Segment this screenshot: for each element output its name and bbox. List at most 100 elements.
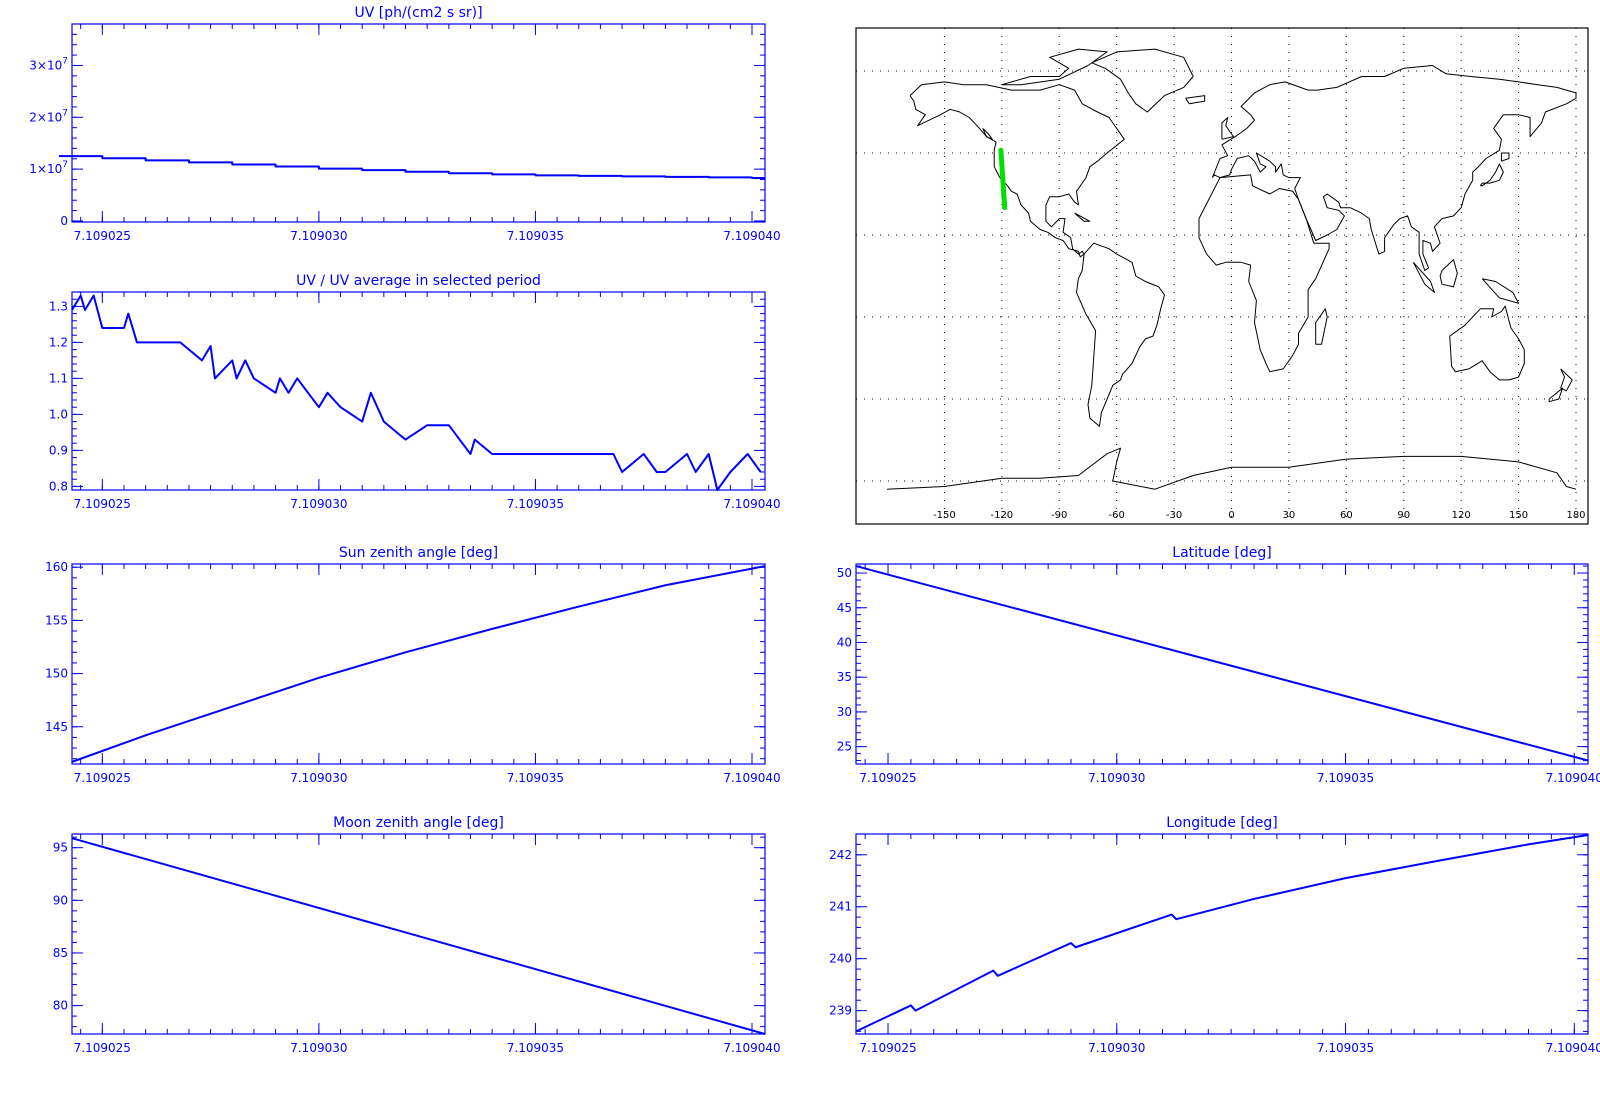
chart-title: UV / UV average in selected period: [296, 273, 541, 289]
series-line: [71, 294, 762, 491]
y-tick-label: 80: [53, 999, 68, 1013]
map-lon-label: 120: [1452, 510, 1471, 521]
coastline: [909, 81, 1125, 258]
y-tick-label: 145: [45, 720, 68, 734]
coastline: [1001, 48, 1108, 86]
coastline: [1548, 387, 1564, 403]
x-tick-label: 7.109035: [507, 1041, 564, 1055]
map-lon-label: -60: [1108, 510, 1124, 521]
map-lon-label: -30: [1166, 510, 1182, 521]
plot-frame: [71, 833, 766, 1035]
x-tick-label: 7.109040: [723, 771, 780, 785]
map-lon-label: 0: [1228, 510, 1234, 521]
y-tick-label: 1×107: [29, 160, 68, 176]
x-tick-label: 7.109035: [507, 229, 564, 243]
chart-panel: Moon zenith angle [deg] 7.109025 7.109030 7…: [53, 815, 781, 1055]
series-line: [71, 565, 766, 763]
coastline: [1449, 305, 1525, 381]
y-tick-label: 35: [837, 670, 852, 684]
map-lon-label: -150: [933, 510, 956, 521]
coastline: [1481, 278, 1520, 304]
y-tick-label: 40: [837, 635, 852, 649]
map-frame: [855, 27, 1589, 525]
y-tick-label: 239: [829, 1004, 852, 1018]
plot-frame: [71, 291, 766, 491]
coastline: [1500, 152, 1510, 162]
y-tick-label: 1.0: [49, 407, 68, 421]
series-line: [71, 837, 766, 1035]
x-tick-label: 7.109030: [290, 771, 347, 785]
coastline: [982, 128, 993, 140]
x-tick-label: 7.109035: [507, 497, 564, 511]
y-tick-label: 30: [837, 705, 852, 719]
y-tick-label: 0.9: [49, 443, 68, 457]
series-line: [855, 834, 1589, 1033]
y-tick-label: 85: [53, 946, 68, 960]
map-lon-label: -90: [1051, 510, 1067, 521]
y-tick-label: 0.8: [49, 479, 68, 493]
y-tick-label: 50: [837, 566, 852, 580]
y-tick-label: 241: [829, 900, 852, 914]
x-tick-label: 7.109030: [1088, 771, 1145, 785]
coastline: [1074, 212, 1091, 222]
map-lon-label: 90: [1397, 510, 1410, 521]
x-tick-label: 7.109025: [859, 771, 916, 785]
y-tick-label: 1.1: [49, 371, 68, 385]
x-tick-label: 7.109035: [1317, 771, 1374, 785]
coastline: [1221, 117, 1234, 140]
coastline: [1211, 65, 1577, 271]
coastline: [886, 447, 1577, 490]
chart-panel: Latitude [deg] 7.109025 7.109030 7.109035 7.…: [837, 545, 1600, 785]
x-tick-label: 7.109025: [74, 1041, 131, 1055]
y-tick-label: 155: [45, 613, 68, 627]
coastline: [1198, 174, 1330, 373]
map-lon-label: -120: [990, 510, 1013, 521]
chart-title: Moon zenith angle [deg]: [333, 815, 504, 831]
y-tick-label: 3×107: [29, 56, 68, 72]
y-tick-label: 160: [45, 560, 68, 574]
plot-frame: [71, 23, 766, 223]
y-tick-label: 240: [829, 952, 852, 966]
chart-title: Longitude [deg]: [1166, 815, 1277, 831]
x-tick-label: 7.109035: [507, 771, 564, 785]
series-line: [59, 155, 765, 179]
y-tick-label: 150: [45, 667, 68, 681]
map-lon-label: 180: [1566, 510, 1585, 521]
x-tick-label: 7.109040: [723, 229, 780, 243]
x-tick-label: 7.109040: [723, 1041, 780, 1055]
x-tick-label: 7.109025: [74, 497, 131, 511]
y-tick-label: 95: [53, 841, 68, 855]
x-tick-label: 7.109025: [74, 229, 131, 243]
chart-panel: UV / UV average in selected period 7.1090…: [49, 273, 781, 511]
coastline: [1076, 242, 1165, 427]
y-tick-label: 90: [53, 893, 68, 907]
y-tick-label: 242: [829, 848, 852, 862]
world-map: -150 -120 -90 -60 -30 0 30 60 90 120 150 180: [855, 27, 1589, 525]
x-tick-label: 7.109030: [290, 497, 347, 511]
x-tick-label: 7.109040: [1546, 1041, 1600, 1055]
chart-title: Latitude [deg]: [1172, 545, 1271, 561]
coastline: [1560, 368, 1573, 392]
y-tick-label: 1.2: [49, 335, 68, 349]
chart-title: UV [ph/(cm2 s sr)]: [354, 5, 482, 21]
plot-frame: [71, 563, 766, 765]
x-tick-label: 7.109040: [1546, 771, 1600, 785]
chart-panel: UV [ph/(cm2 s sr)] 7.109025 7.109030 7.1090…: [29, 5, 780, 243]
chart-title: Sun zenith angle [deg]: [339, 545, 498, 561]
y-tick-label: 25: [837, 740, 852, 754]
x-tick-label: 7.109035: [1317, 1041, 1374, 1055]
y-tick-label: 1.3: [49, 299, 68, 313]
series-line: [855, 565, 1589, 762]
coastline: [1479, 163, 1504, 187]
plot-frame: [855, 563, 1589, 765]
chart-panel: Sun zenith angle [deg] 7.109025 7.109030 7.…: [45, 545, 781, 785]
y-tick-label: 45: [837, 601, 852, 615]
map-lon-label: 150: [1509, 510, 1528, 521]
plot-frame: [855, 833, 1589, 1035]
x-tick-label: 7.109025: [74, 771, 131, 785]
coastline: [1439, 259, 1458, 288]
map-lon-label: 30: [1283, 510, 1296, 521]
y-tick-label: 2×107: [29, 108, 68, 124]
coastline: [1412, 261, 1435, 293]
